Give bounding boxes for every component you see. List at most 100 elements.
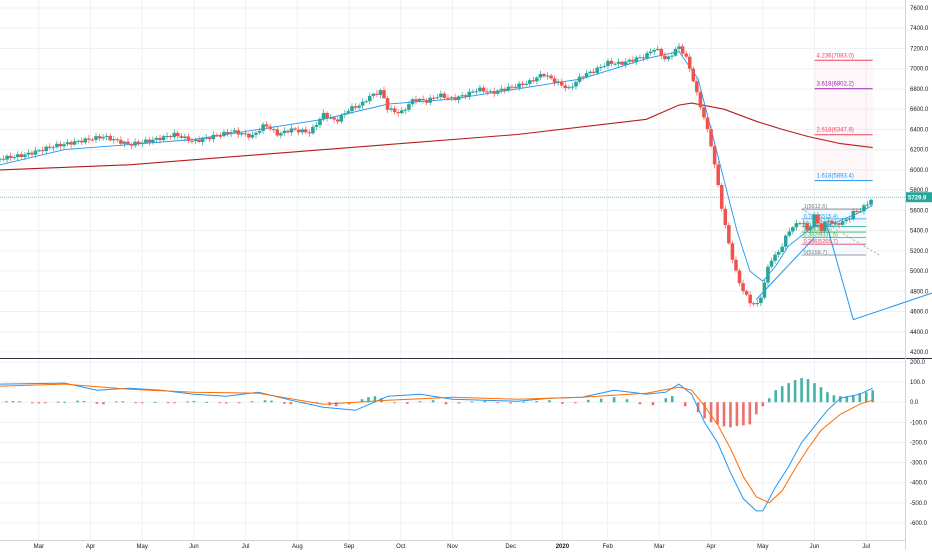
macd-histogram-bar bbox=[289, 402, 293, 405]
macd-histogram-bar bbox=[218, 402, 222, 404]
candle-body bbox=[719, 184, 724, 209]
candle-body bbox=[23, 154, 27, 157]
candle-body bbox=[766, 266, 770, 283]
candle-body bbox=[677, 46, 681, 50]
price-axis-tick-label: 7000.0 bbox=[910, 67, 929, 73]
candle-body bbox=[602, 65, 607, 67]
candle-body bbox=[823, 221, 827, 232]
candle-body bbox=[424, 100, 429, 103]
price-axis-tick-label: 7600.0 bbox=[910, 6, 929, 12]
candle-body bbox=[588, 71, 592, 74]
candle-body bbox=[702, 107, 706, 118]
candle-body bbox=[791, 227, 795, 232]
candle-body bbox=[37, 150, 41, 152]
candle-body bbox=[186, 136, 191, 141]
candle-body bbox=[371, 93, 376, 96]
candle-body bbox=[659, 48, 664, 56]
trend-dashed-line bbox=[801, 208, 880, 256]
candle-body bbox=[289, 128, 294, 133]
macd-signal-line bbox=[0, 383, 873, 504]
fib-extension-zone bbox=[814, 60, 873, 181]
candle-body bbox=[453, 97, 457, 101]
candle-body bbox=[236, 130, 240, 135]
candle-body bbox=[357, 105, 361, 108]
candle-body bbox=[687, 56, 692, 69]
candle-body bbox=[815, 214, 820, 224]
macd-histogram-bar bbox=[153, 401, 157, 403]
macd-histogram-bar bbox=[774, 390, 778, 403]
candle-body bbox=[481, 87, 486, 92]
candle-body bbox=[673, 49, 678, 56]
candle-body bbox=[392, 108, 397, 113]
time-axis-tick-label: Sep bbox=[344, 544, 355, 550]
candle-body bbox=[385, 98, 390, 110]
candle-body bbox=[403, 109, 408, 111]
candle-body bbox=[645, 53, 649, 59]
time-axis-tick-label: Dec bbox=[505, 544, 516, 550]
macd-histogram-bar bbox=[95, 402, 99, 404]
candle-body bbox=[378, 90, 383, 95]
macd-histogram-bar bbox=[56, 401, 60, 403]
candle-body bbox=[204, 137, 208, 139]
macd-histogram-bar bbox=[496, 402, 500, 404]
candle-body bbox=[222, 131, 226, 136]
time-axis-tick-label: Apr bbox=[706, 544, 715, 550]
candle-body bbox=[744, 291, 749, 295]
candle-body bbox=[47, 146, 52, 148]
candle-body bbox=[211, 134, 216, 140]
fib-extension-label: 2.618(6347.8) bbox=[817, 128, 854, 134]
candle-body bbox=[691, 68, 696, 82]
candle-body bbox=[30, 152, 34, 155]
candle-body bbox=[495, 90, 500, 94]
candle-body bbox=[375, 93, 379, 95]
candle-body bbox=[44, 146, 48, 152]
macd-histogram-bar bbox=[612, 397, 616, 403]
candle-body bbox=[819, 223, 824, 232]
candle-body bbox=[787, 231, 792, 236]
candle-body bbox=[76, 140, 80, 142]
candle-body bbox=[652, 49, 656, 52]
macd-axis-tick-label: 100.0 bbox=[910, 380, 926, 386]
candle-body bbox=[143, 139, 148, 143]
macd-line bbox=[0, 382, 873, 512]
macd-histogram-bar bbox=[522, 401, 525, 403]
fib-retracement-label: 0.236(5265.7) bbox=[804, 239, 838, 245]
time-axis-tick-label: Jul bbox=[242, 544, 250, 550]
candle-body bbox=[328, 117, 333, 119]
candle-body bbox=[431, 97, 436, 99]
macd-histogram-bar bbox=[134, 402, 138, 404]
candle-body bbox=[243, 133, 248, 135]
candle-body bbox=[8, 155, 13, 158]
macd-histogram-bar bbox=[561, 402, 564, 404]
macd-histogram-bar bbox=[664, 398, 668, 403]
candle-body bbox=[151, 139, 155, 143]
candle-body bbox=[364, 101, 368, 103]
candle-body bbox=[239, 133, 244, 135]
candle-body bbox=[837, 223, 841, 225]
macd-histogram-bar bbox=[755, 402, 758, 415]
macd-axis-tick-label: 200.0 bbox=[910, 360, 926, 366]
candle-body bbox=[389, 108, 393, 110]
candle-body bbox=[104, 135, 109, 137]
macd-histogram-bar bbox=[586, 399, 590, 403]
candle-body bbox=[830, 220, 834, 224]
candle-body bbox=[712, 146, 717, 165]
time-axis-tick-label: Mar bbox=[654, 544, 664, 550]
candle-body bbox=[1, 158, 6, 160]
time-axis-tick-label: May bbox=[137, 544, 148, 550]
candle-body bbox=[129, 144, 134, 146]
candle-body bbox=[709, 129, 713, 147]
candle-body bbox=[133, 141, 137, 146]
macd-histogram-bar bbox=[845, 396, 849, 403]
candle-body bbox=[858, 211, 863, 213]
macd-histogram-bar bbox=[793, 380, 797, 403]
macd-histogram-bar bbox=[651, 402, 655, 406]
candle-body bbox=[748, 294, 752, 304]
macd-histogram-bar bbox=[806, 379, 810, 403]
price-axis-tick-label: 7200.0 bbox=[910, 46, 929, 52]
candle-body bbox=[488, 91, 493, 93]
candle-body bbox=[620, 61, 624, 65]
macd-histogram-bar bbox=[548, 400, 551, 403]
candle-body bbox=[318, 118, 322, 126]
macd-histogram-bar bbox=[31, 402, 34, 404]
